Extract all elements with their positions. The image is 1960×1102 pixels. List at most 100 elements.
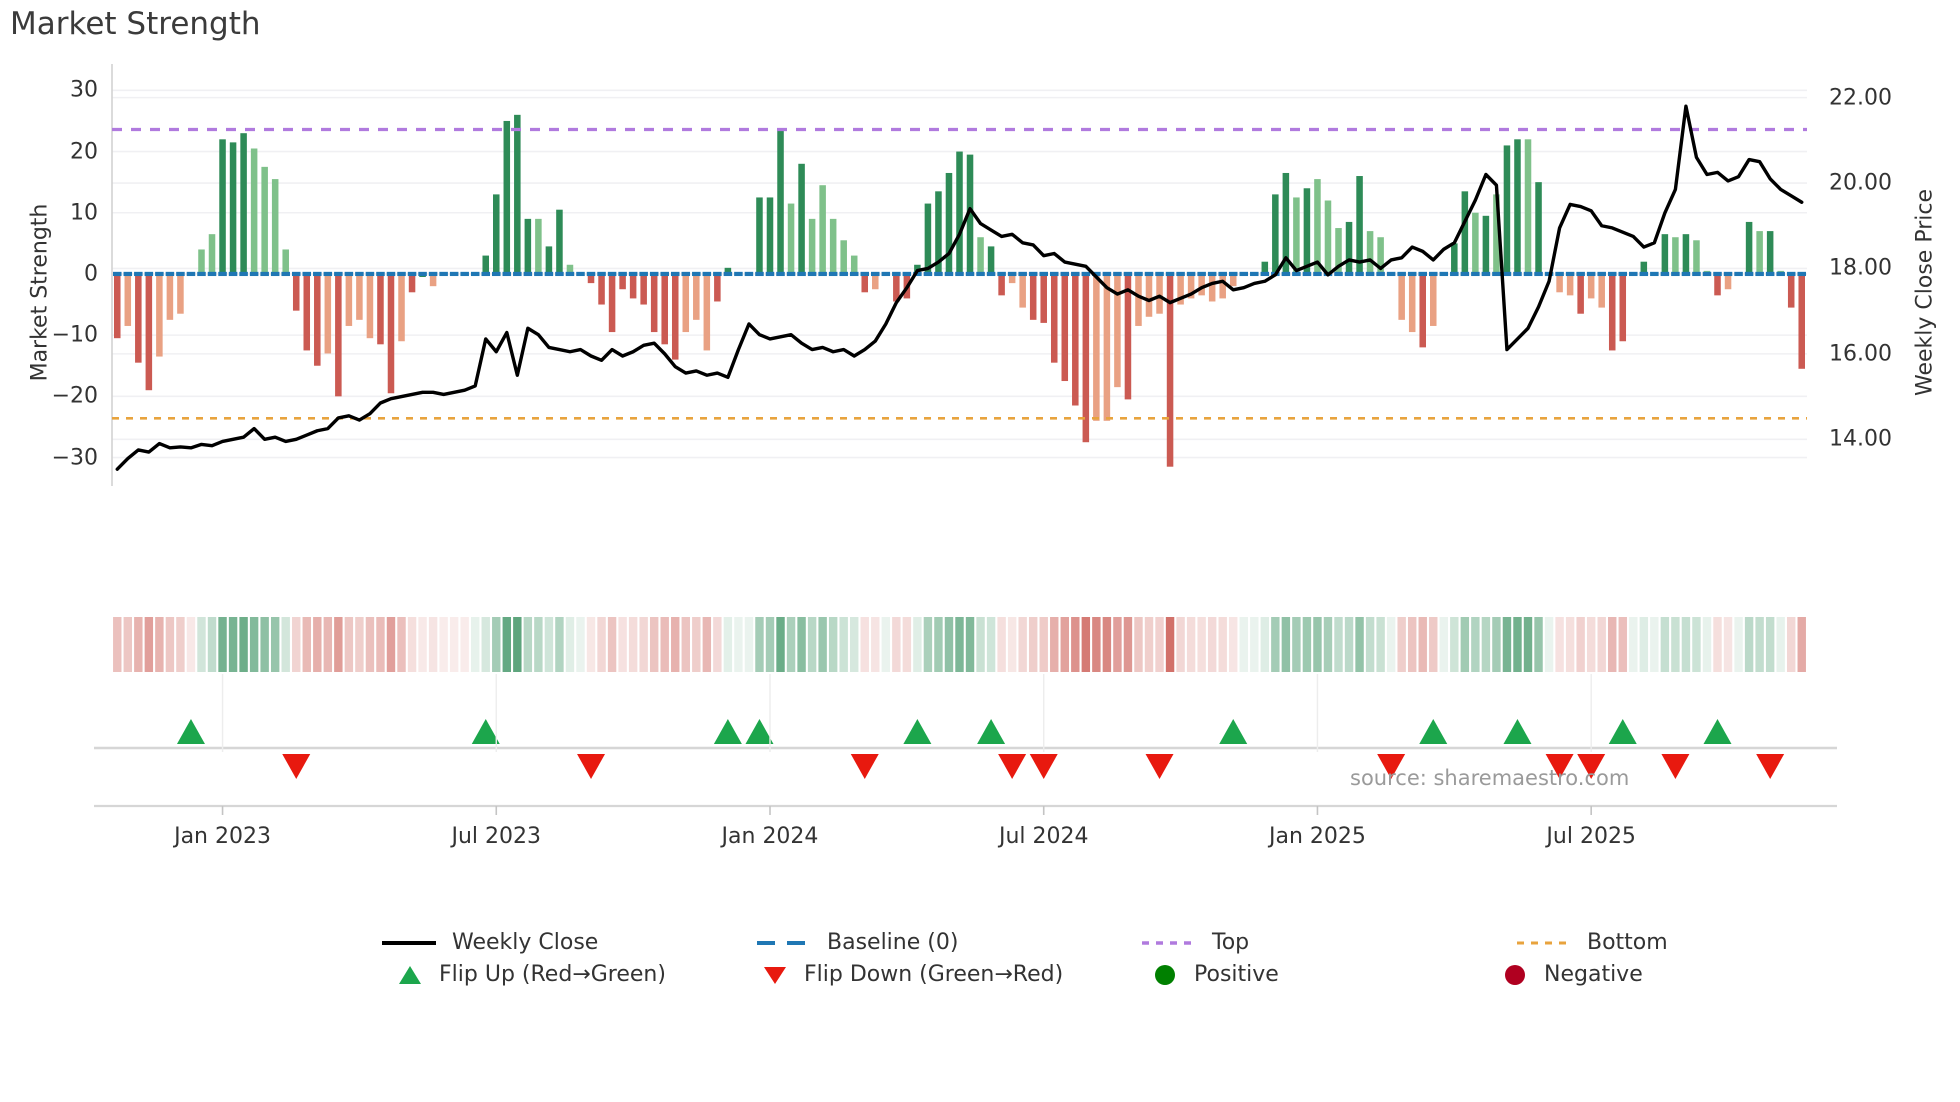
heatmap-cell — [1134, 617, 1143, 672]
heatmap-cell — [1323, 617, 1333, 672]
heatmap-cell — [628, 617, 638, 672]
heatmap-cell — [1660, 617, 1670, 672]
heatmap-cell — [881, 617, 891, 672]
x-tick-label: Jul 2025 — [1546, 824, 1636, 849]
heatmap-cell — [934, 617, 943, 672]
strength-bar — [703, 273, 711, 351]
strength-bar — [787, 203, 795, 274]
heatmap-cell — [1765, 617, 1775, 672]
strength-bar — [503, 120, 511, 274]
heatmap-cell — [1597, 617, 1606, 672]
strength-bar — [977, 237, 984, 274]
legend-item[interactable]: Negative — [1500, 962, 1643, 987]
heatmap-cell — [576, 617, 585, 672]
heatmap-cell — [913, 617, 922, 672]
heatmap-cell — [239, 617, 248, 672]
legend-item[interactable]: Bottom — [1515, 930, 1668, 955]
heatmap-cell — [1555, 617, 1564, 672]
heatmap-cell — [281, 617, 290, 672]
heatmap-cell — [1650, 617, 1659, 672]
strength-bar — [798, 163, 805, 274]
weekly-close-line — [115, 104, 1804, 471]
strength-bar — [1366, 231, 1374, 274]
heatmap-cell — [471, 617, 480, 672]
y-tick-label-left: 20 — [70, 139, 98, 165]
flip-up-marker — [1503, 719, 1532, 744]
legend-item[interactable]: Top — [1140, 930, 1249, 955]
legend-item[interactable]: Baseline (0) — [755, 930, 958, 955]
heatmap-cell — [1534, 617, 1543, 672]
flip-down-marker — [1029, 754, 1058, 779]
heatmap-cell — [513, 617, 522, 672]
legend-item[interactable]: Flip Up (Red→Green) — [395, 962, 666, 987]
y-tick-label-left: 30 — [70, 77, 98, 103]
legend-item[interactable]: Weekly Close — [380, 930, 598, 955]
strength-bar — [429, 273, 437, 287]
strength-bar — [514, 114, 521, 274]
heatmap-cell — [1776, 617, 1785, 672]
y-axis-label-right: Weekly Close Price — [1912, 189, 1938, 396]
flip-up-marker — [1608, 719, 1637, 744]
strength-bar — [1314, 179, 1321, 274]
strength-bar — [114, 273, 121, 339]
heatmap-cell — [418, 617, 427, 672]
strength-bar — [1272, 194, 1279, 274]
strength-bar — [1324, 200, 1332, 274]
heatmap-cell — [197, 617, 206, 672]
heatmap-cell — [1113, 617, 1122, 672]
heatmap-cell — [786, 617, 796, 672]
heatmap-cell — [228, 617, 238, 672]
heatmap-cell — [1123, 617, 1133, 672]
strength-bar — [314, 273, 321, 366]
strength-bar — [1293, 197, 1300, 274]
x-tick-label: Jan 2023 — [174, 824, 271, 849]
strength-bar — [398, 273, 405, 342]
strength-bar — [1766, 231, 1774, 274]
heatmap-cell — [1565, 617, 1575, 672]
heatmap-cell — [1007, 617, 1017, 672]
strength-bar — [1419, 273, 1426, 348]
strength-bar — [1461, 191, 1469, 274]
strength-bar — [324, 273, 332, 354]
heatmap-cell — [502, 617, 512, 672]
heatmap-cell — [776, 617, 785, 672]
strength-bar — [250, 148, 258, 274]
heatmap-cell — [1586, 617, 1596, 672]
heatmap-cell — [1639, 617, 1649, 672]
strength-bar — [1798, 273, 1805, 369]
strength-bar — [1556, 273, 1563, 293]
heatmap-cell — [460, 617, 469, 672]
heatmap-cell — [1450, 617, 1459, 672]
heatmap-cell — [744, 617, 754, 672]
legend-item[interactable]: Positive — [1150, 962, 1279, 987]
heatmap-cell — [713, 617, 722, 672]
flip-down-marker — [1577, 754, 1606, 779]
heatmap-cell — [755, 617, 764, 672]
flip-down-marker — [282, 754, 311, 779]
legend-line-bottom-icon — [1517, 941, 1571, 944]
legend-item[interactable]: Flip Down (Green→Red) — [760, 962, 1063, 987]
heatmap-cell — [1492, 617, 1501, 672]
heatmap-cell — [1102, 617, 1112, 672]
heatmap-cell — [323, 617, 333, 672]
heatmap-cell — [1050, 617, 1059, 672]
heatmap-cell — [176, 617, 185, 672]
flip-up-marker — [713, 719, 742, 744]
legend-item-label: Top — [1212, 930, 1250, 955]
heatmap-cell — [260, 617, 269, 672]
strength-bar — [924, 203, 932, 274]
legend-item-label: Weekly Close — [452, 930, 599, 955]
strength-bar — [945, 172, 953, 274]
strength-bar — [1587, 273, 1595, 299]
y-tick-label-left: 0 — [84, 261, 98, 287]
strength-bar — [198, 249, 205, 274]
strength-bar — [156, 273, 163, 357]
strength-bar — [124, 273, 132, 326]
x-tick-label: Jan 2024 — [721, 824, 819, 849]
heatmap-cell — [123, 617, 133, 672]
heatmap-cell — [618, 617, 627, 672]
flip-up-marker — [745, 719, 774, 744]
heatmap-cell — [1471, 617, 1480, 672]
heatmap-cell — [1386, 617, 1396, 672]
strength-bar — [1482, 215, 1490, 274]
